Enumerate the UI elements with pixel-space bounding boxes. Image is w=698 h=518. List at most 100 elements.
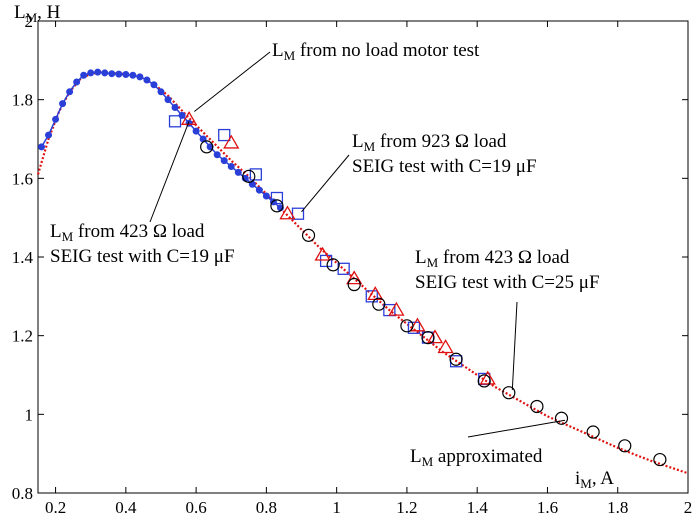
no-load-test-point [220, 157, 228, 165]
no-load-test-point [171, 104, 179, 112]
seig-423-c19-point [479, 370, 496, 385]
annotation-423-c25-line2: SEIG test with C=25 μF [415, 272, 600, 293]
annotation-symbol: L [415, 247, 427, 268]
seig-923-c19-point [291, 207, 305, 220]
no-load-test-point [129, 71, 137, 79]
no-load-test-point [108, 70, 116, 78]
annotation-symbol: L [272, 40, 284, 61]
annotation-subscript: M [427, 255, 439, 270]
annotation-923-c19: LM from 923 Ω load [352, 131, 507, 154]
y-tick-label: 1 [25, 405, 34, 424]
tick-labels: 0.2 0.4 0.6 0.8 1 1.2 1.4 1.6 1.8 2 0.8 1 1.2 1.4 1.6 1… [12, 12, 693, 517]
no-load-test-point [52, 115, 60, 123]
x-axis-title: iM, A [575, 468, 614, 491]
seig-423-c25-point [400, 319, 414, 333]
y-axis-title: LM, H [14, 2, 61, 25]
y-tick-label: 2 [25, 12, 34, 31]
annotation-no-load-leader [194, 51, 271, 112]
seig-423-c19-point [367, 286, 384, 301]
x-axis-title-part: , A [592, 468, 614, 489]
no-load-test-point [94, 68, 102, 76]
seig-423-c19-point [180, 111, 198, 125]
x-tick-label: 0.2 [45, 498, 66, 517]
seig-423-c25-point [301, 228, 316, 242]
annotation-text: from 423 Ω load [73, 221, 205, 242]
annotation-text: from 923 Ω load [375, 131, 507, 152]
seig-423-c25-point [242, 169, 256, 183]
seig-423-c25-point [421, 331, 435, 345]
no-load-test-point [157, 88, 165, 96]
annotation-423-c19-leader [149, 121, 190, 223]
no-load-test-point [66, 88, 74, 96]
seig-423-c19-point [279, 205, 296, 220]
no-load-test-point [255, 186, 263, 194]
y-tick-label: 1.8 [12, 91, 33, 110]
annotation-subscript: M [364, 139, 376, 154]
data-points [38, 68, 667, 467]
tick-marks [38, 20, 689, 494]
seig-423-c25-point [586, 425, 600, 439]
annotation-423-c19-line2: SEIG test with C=19 μF [50, 246, 235, 267]
seig-423-c25-point [618, 439, 632, 453]
annotation-symbol: L [352, 131, 364, 152]
no-load-test-point [136, 73, 144, 81]
no-load-test-point [213, 151, 221, 159]
seig-923-c19-point [365, 290, 378, 303]
annotation-leaders [149, 51, 566, 438]
no-load-test-point [59, 100, 67, 108]
annotation-423-c19: LM from 423 Ω load [50, 221, 205, 244]
no-load-test-point [87, 69, 95, 77]
annotation-subscript: M [62, 229, 74, 244]
x-tick-label: 0.4 [115, 498, 137, 517]
x-axis-title-part: M [580, 476, 592, 491]
no-load-test-point [150, 81, 158, 89]
seig-423-c19-point [314, 246, 331, 261]
x-tick-label: 1 [332, 498, 341, 517]
seig-423-c25-point [200, 140, 214, 154]
seig-423-c19-point [437, 339, 454, 354]
x-tick-label: 1.4 [467, 498, 489, 517]
y-tick-label: 1.2 [12, 327, 33, 346]
x-tick-label: 0.8 [256, 498, 277, 517]
seig-923-c19-point [407, 321, 421, 334]
seig-423-c25-point [270, 199, 284, 213]
seig-423-c19-point [426, 329, 444, 344]
y-axis-title-part: , H [37, 2, 61, 23]
no-load-test-point [73, 78, 81, 86]
seig-423-c25-point [653, 452, 667, 467]
annotation-923-c19-line2: SEIG test with C=19 μF [352, 156, 537, 177]
seig-923-c19-point [218, 128, 231, 142]
seig-423-c25-point [347, 277, 361, 292]
x-tick-label: 1.6 [537, 498, 558, 517]
y-tick-label: 0.8 [12, 484, 33, 503]
annotation-subscript: M [284, 48, 296, 63]
no-load-test-point [38, 143, 46, 151]
x-axis-title-part: i [575, 468, 580, 489]
seig-923-c19-point [319, 254, 333, 268]
y-axis-title-part: M [26, 10, 38, 25]
no-load-test-point [143, 76, 151, 84]
annotation-no-load: LM from no load motor test [272, 40, 480, 63]
annotation-symbol: L [410, 446, 422, 467]
seig-423-c25-point [477, 374, 491, 388]
no-load-test-point [122, 70, 130, 78]
x-tick-label: 1.2 [396, 498, 417, 517]
seig-423-c19-point [409, 317, 426, 332]
seig-423-c25-point [530, 399, 544, 414]
annotation-approximated-leader [467, 419, 566, 438]
no-load-test-point [101, 69, 109, 77]
no-load-test-point [115, 70, 123, 78]
seig-423-c25-point [326, 258, 340, 272]
seig-923-c19-point [168, 115, 182, 128]
annotation-423-c25: LM from 423 Ω load [415, 247, 570, 270]
seig-423-c19-point [223, 134, 240, 149]
x-tick-label: 2 [684, 498, 693, 517]
no-load-test-point [164, 96, 172, 104]
y-tick-label: 1.4 [12, 248, 34, 267]
x-tick-label: 1.8 [607, 498, 628, 517]
seig-423-c19-point [346, 270, 363, 285]
y-axis-title-part: L [14, 2, 26, 23]
